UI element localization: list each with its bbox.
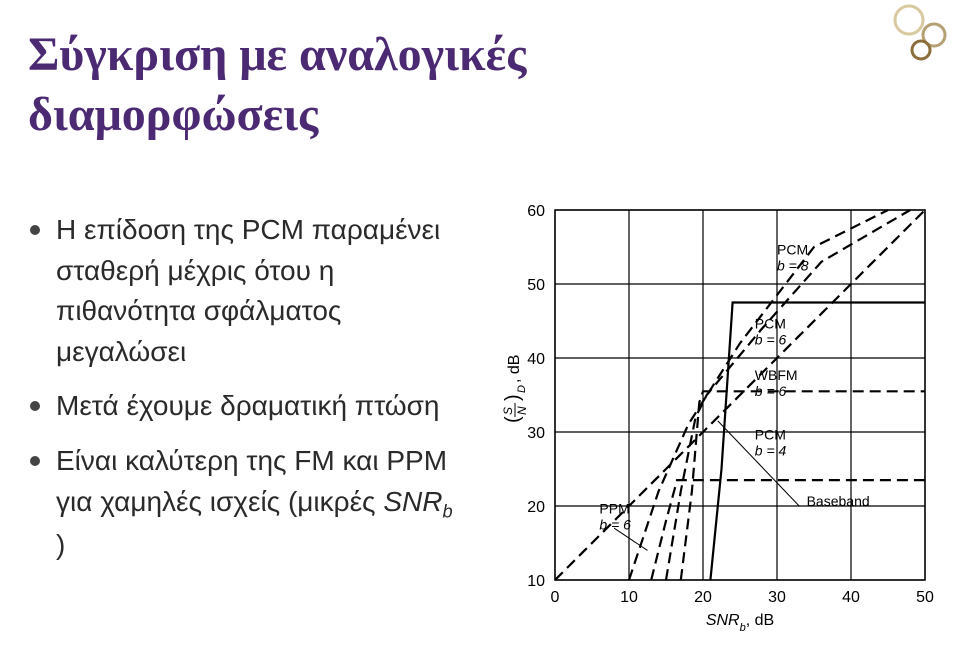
svg-text:PCM: PCM: [755, 315, 786, 331]
svg-text:SNRb, dB: SNRb, dB: [706, 612, 774, 634]
svg-text:b = 6: b = 6: [599, 516, 631, 532]
svg-text:N: N: [515, 406, 529, 415]
svg-text:50: 50: [527, 277, 545, 294]
svg-text:20: 20: [527, 499, 545, 516]
svg-text:60: 60: [527, 203, 545, 220]
svg-text:b = 4: b = 4: [755, 442, 787, 458]
page-title: Σύγκριση με αναλογικές διαμορφώσεις: [28, 25, 526, 145]
svg-text:(: (: [502, 416, 524, 423]
svg-text:b = 8: b = 8: [777, 257, 809, 273]
svg-text:30: 30: [527, 425, 545, 442]
svg-text:20: 20: [694, 589, 712, 606]
svg-text:40: 40: [842, 589, 860, 606]
bullet-list: Η επίδοση της PCM παραμένει σταθερή μέχρ…: [30, 210, 460, 579]
svg-text:): ): [502, 394, 524, 401]
b3-post: ): [56, 529, 65, 560]
b3-sub: b: [442, 501, 452, 521]
svg-text:50: 50: [916, 589, 934, 606]
svg-text:WBFM: WBFM: [755, 367, 798, 383]
svg-text:PCM: PCM: [755, 426, 786, 442]
svg-text:b = 6: b = 6: [755, 331, 787, 347]
svg-text:0: 0: [551, 589, 560, 606]
b3-snr: SNR: [383, 486, 442, 517]
svg-text:PCM: PCM: [777, 241, 808, 257]
bullet-3: Είναι καλύτερη της FM και PPM για χαμηλέ…: [30, 441, 460, 565]
title-line1: Σύγκριση με αναλογικές: [28, 28, 526, 81]
corner-decoration: [839, 0, 959, 80]
svg-text:, dB: , dB: [506, 355, 523, 383]
svg-text:b = 6: b = 6: [755, 383, 787, 399]
svg-text:S: S: [501, 407, 515, 415]
svg-text:Baseband: Baseband: [807, 493, 870, 509]
svg-text:10: 10: [527, 573, 545, 590]
svg-text:40: 40: [527, 351, 545, 368]
bullet-2: Μετά έχουμε δραματική πτώση: [30, 386, 460, 427]
svg-text:D: D: [516, 385, 528, 393]
snr-chart: 0 10 20 30 40 50 10 20 30 40 50 60 SNRb, dB (SN)D , dB…: [500, 200, 959, 650]
svg-text:PPM: PPM: [599, 500, 629, 516]
svg-text:30: 30: [768, 589, 786, 606]
title-line2: διαμορφώσεις: [28, 88, 318, 141]
bullet-1: Η επίδοση της PCM παραμένει σταθερή μέχρ…: [30, 210, 460, 372]
svg-text:10: 10: [620, 589, 638, 606]
